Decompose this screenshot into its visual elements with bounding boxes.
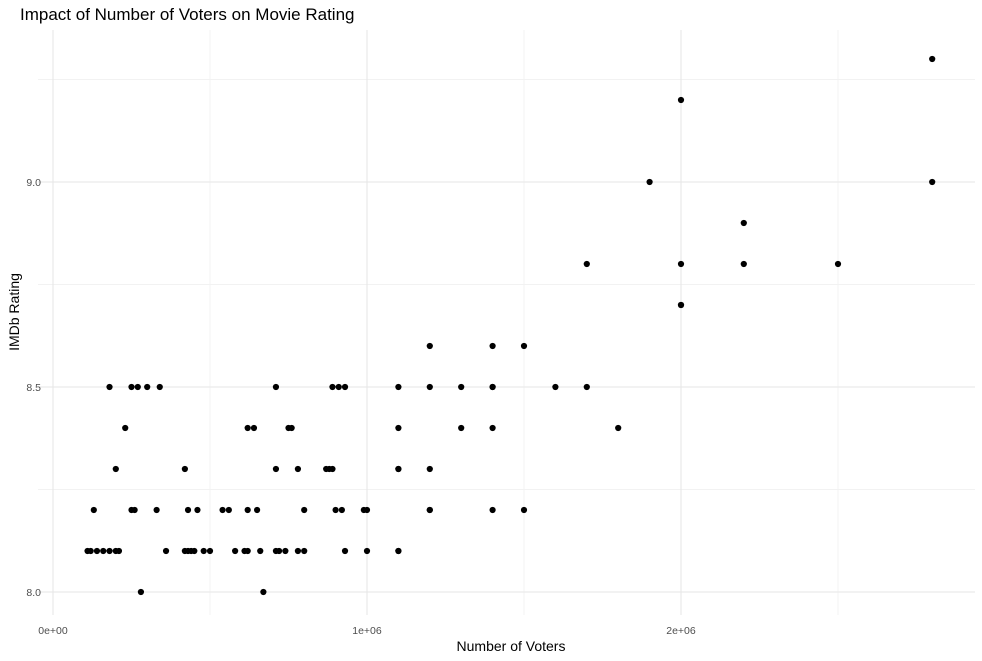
y-axis-ticks: 8.0 8.5 9.0	[26, 177, 41, 599]
data-point	[426, 465, 433, 473]
data-point	[929, 55, 936, 63]
data-point	[219, 506, 226, 514]
data-point	[275, 547, 283, 555]
data-point	[254, 506, 261, 514]
data-point	[329, 383, 336, 391]
data-point	[137, 588, 145, 596]
data-point	[232, 547, 239, 555]
data-point	[338, 506, 345, 514]
data-point	[282, 547, 289, 555]
data-point	[426, 506, 433, 514]
data-point	[426, 342, 433, 350]
data-point	[112, 465, 119, 473]
data-point	[162, 547, 170, 555]
data-point	[489, 506, 496, 514]
data-point	[294, 547, 302, 555]
data-point	[260, 588, 267, 596]
data-point	[122, 424, 129, 432]
data-point	[184, 506, 192, 514]
data-point	[144, 383, 151, 391]
data-point	[677, 301, 685, 309]
data-point	[395, 465, 402, 473]
data-point	[257, 547, 264, 555]
data-point	[332, 506, 339, 514]
data-point	[520, 506, 528, 514]
data-point	[458, 424, 465, 432]
data-point	[115, 547, 123, 555]
data-point	[181, 465, 188, 473]
data-point	[288, 424, 295, 432]
data-point	[106, 383, 113, 391]
data-point	[929, 178, 936, 186]
data-point	[301, 506, 308, 514]
x-tick-label: 2e+06	[666, 625, 696, 637]
data-point	[294, 465, 302, 473]
data-point	[153, 506, 160, 514]
data-point	[244, 547, 251, 555]
y-tick-label: 8.5	[26, 382, 41, 394]
data-point	[134, 383, 141, 391]
data-point	[191, 547, 198, 555]
data-point	[740, 219, 747, 227]
data-point	[395, 547, 402, 555]
y-tick-label: 8.0	[26, 587, 41, 599]
data-point	[834, 260, 842, 268]
x-axis-title: Number of Voters	[457, 638, 566, 654]
data-point	[90, 506, 97, 514]
x-tick-label: 1e+06	[352, 625, 382, 637]
data-point	[335, 383, 342, 391]
data-point	[341, 547, 349, 555]
data-points	[84, 55, 936, 596]
data-point	[329, 465, 336, 473]
data-point	[200, 547, 207, 555]
data-point	[244, 506, 251, 514]
data-point	[583, 260, 590, 268]
data-point	[272, 465, 280, 473]
data-point	[93, 547, 101, 555]
x-tick-label: 0e+00	[38, 625, 68, 637]
data-point	[426, 383, 433, 391]
data-point	[489, 424, 496, 432]
data-point	[395, 424, 402, 432]
x-axis-ticks: 0e+00 1e+06 2e+06	[38, 625, 696, 637]
data-point	[552, 383, 559, 391]
data-point	[677, 260, 685, 268]
data-point	[583, 383, 590, 391]
data-point	[301, 547, 308, 555]
data-point	[100, 547, 107, 555]
data-point	[363, 547, 371, 555]
data-point	[520, 342, 528, 350]
grid-lines	[38, 30, 975, 615]
data-point	[225, 506, 232, 514]
data-point	[363, 506, 371, 514]
data-point	[206, 547, 214, 555]
data-point	[272, 383, 280, 391]
data-point	[128, 383, 135, 391]
data-point	[395, 383, 402, 391]
data-point	[194, 506, 201, 514]
y-tick-label: 9.0	[26, 177, 41, 189]
data-point	[677, 96, 685, 104]
data-point	[131, 506, 138, 514]
data-point	[244, 424, 251, 432]
data-point	[341, 383, 349, 391]
data-point	[489, 383, 496, 391]
chart-title: Impact of Number of Voters on Movie Rati…	[20, 5, 355, 24]
data-point	[156, 383, 163, 391]
data-point	[489, 342, 496, 350]
data-point	[458, 383, 465, 391]
data-point	[615, 424, 622, 432]
data-point	[646, 178, 653, 186]
y-axis-title: IMDb Rating	[6, 273, 22, 351]
data-point	[740, 260, 747, 268]
data-point	[106, 547, 113, 555]
data-point	[250, 424, 258, 432]
data-point	[87, 547, 94, 555]
